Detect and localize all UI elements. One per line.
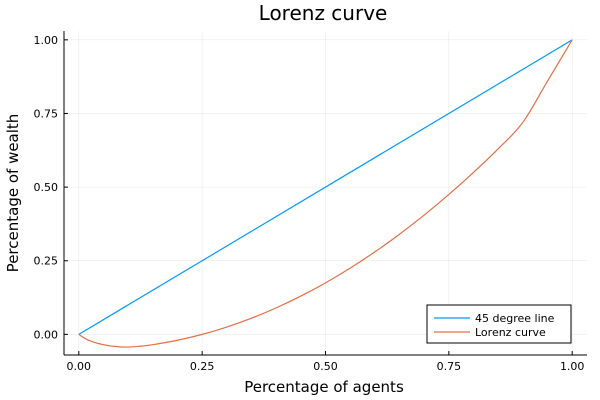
legend-box (426, 304, 572, 344)
x-tick-label: 0.50 (313, 360, 338, 373)
legend-label-lorenz-curve: Lorenz curve (475, 326, 546, 339)
chart-title: Lorenz curve (259, 1, 388, 25)
x-tick-label: 1.00 (560, 360, 585, 373)
y-axis-label: Percentage of wealth (4, 114, 22, 273)
legend-label-45-degree-line: 45 degree line (475, 312, 555, 325)
y-tick-label: 1.00 (34, 34, 59, 47)
x-tick-label: 0.00 (67, 360, 92, 373)
y-tick-label: 0.50 (34, 181, 59, 194)
ticks-layer: 0.00 0.25 0.50 0.75 1.00 0.00 0.25 0.50 0.75 1.00 (34, 34, 585, 373)
y-tick-label: 0.75 (34, 107, 59, 120)
y-tick-label: 0.00 (34, 328, 59, 341)
x-tick-label: 0.75 (437, 360, 462, 373)
series-layer (78, 39, 573, 348)
x-tick-label: 0.25 (190, 360, 215, 373)
grid-layer (64, 31, 587, 355)
x-axis-label: Percentage of agents (244, 378, 404, 396)
series-line-45-degree-line (78, 39, 573, 335)
y-tick-label: 0.25 (34, 255, 59, 268)
legend: 45 degree line Lorenz curve (426, 304, 572, 344)
series-line-lorenz-curve (78, 39, 573, 348)
